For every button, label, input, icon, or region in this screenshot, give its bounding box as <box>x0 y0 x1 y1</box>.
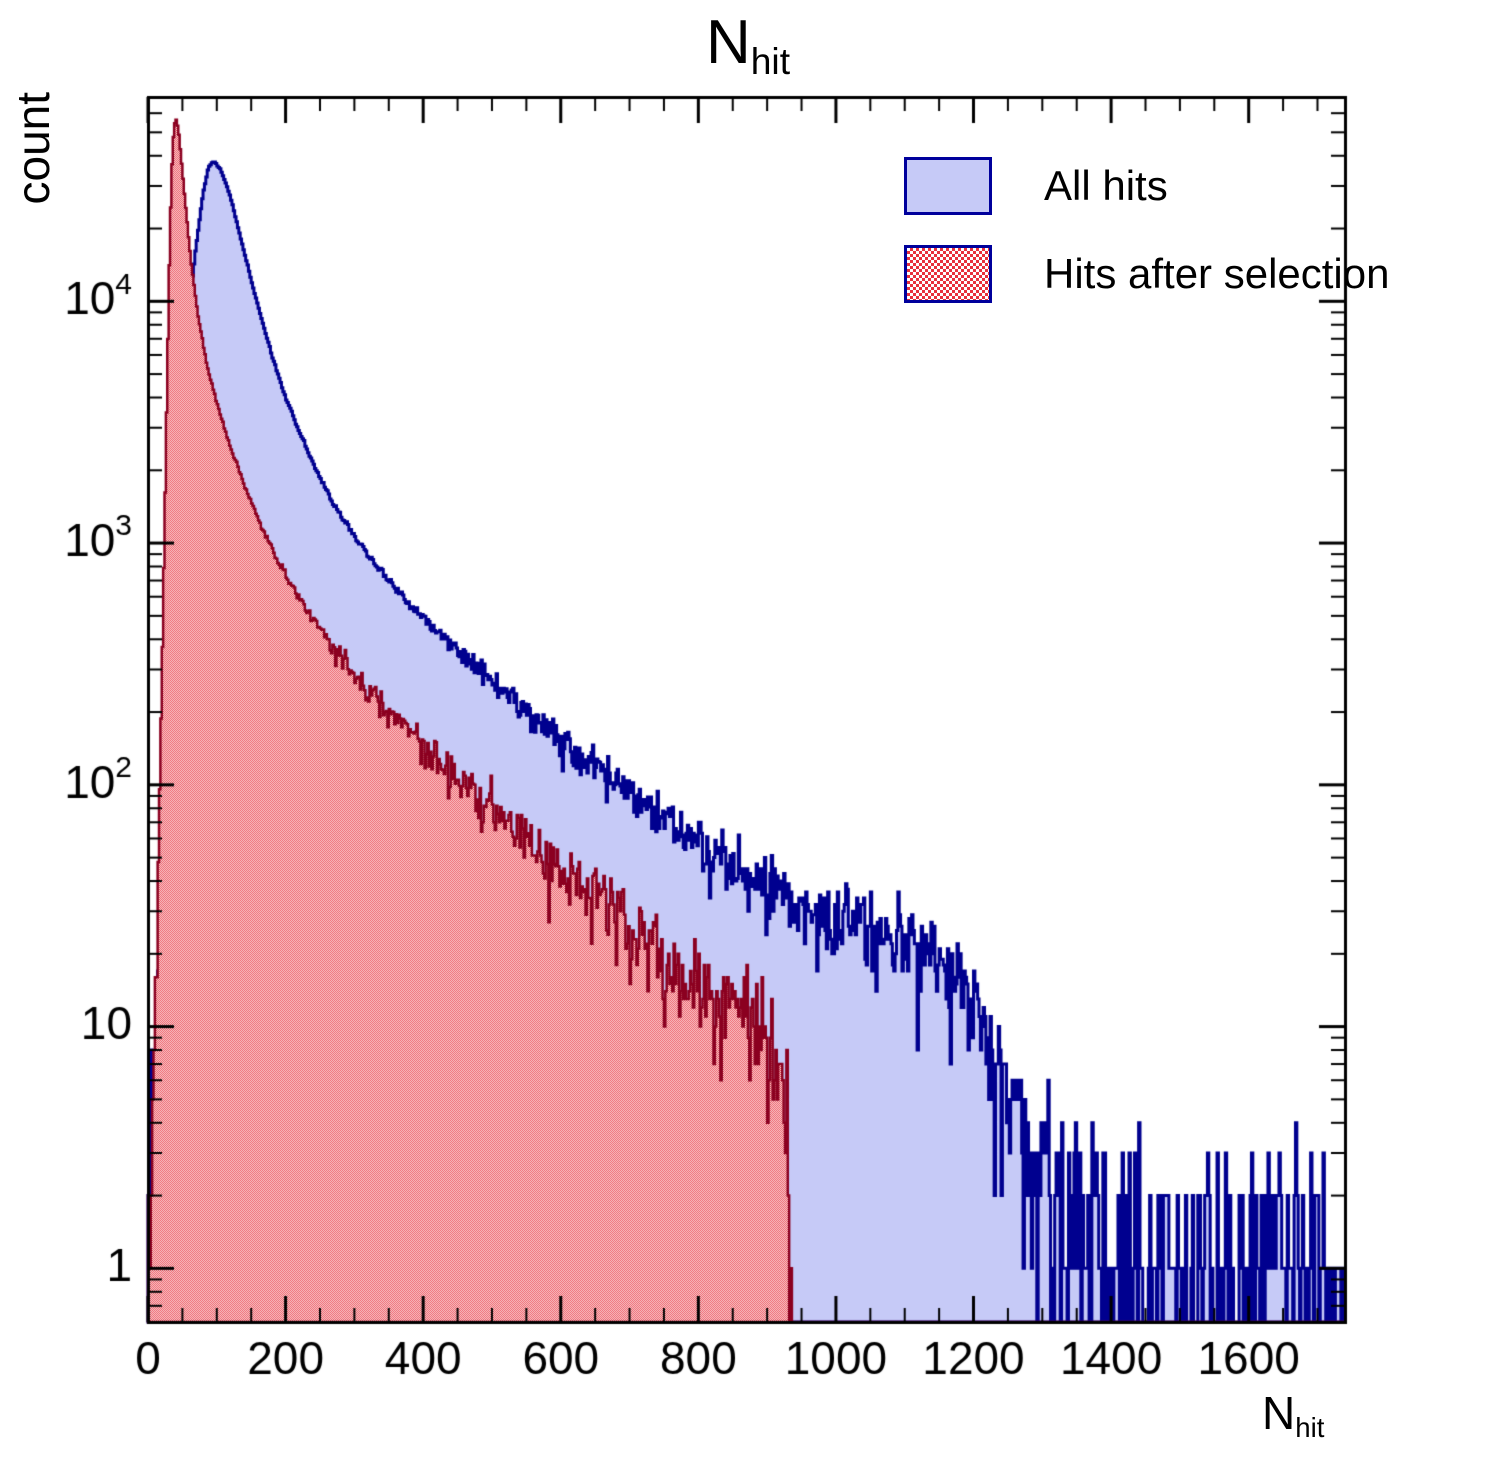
plot-title-subscript: hit <box>750 40 791 83</box>
y-axis-title: count <box>7 92 59 205</box>
x-axis-title: Nhit <box>1262 1386 1325 1444</box>
page-title: Nhit <box>0 6 1496 87</box>
x-axis-title-subscript: hit <box>1295 1412 1325 1444</box>
legend-label-hits-after-selection: Hits after selection <box>1044 250 1390 297</box>
legend-entry-hits-after-selection: Hits after selection <box>904 230 1389 318</box>
legend-entry-all-hits: All hits <box>904 142 1324 230</box>
x-axis-title-base: N <box>1262 1387 1296 1439</box>
plot-title-base: N <box>705 8 751 77</box>
legend-swatch-hits-after-selection <box>904 245 992 303</box>
legend: All hits Hits after selection <box>904 142 1389 318</box>
legend-swatch-all-hits <box>904 157 992 215</box>
legend-label-all-hits: All hits <box>1044 162 1168 209</box>
